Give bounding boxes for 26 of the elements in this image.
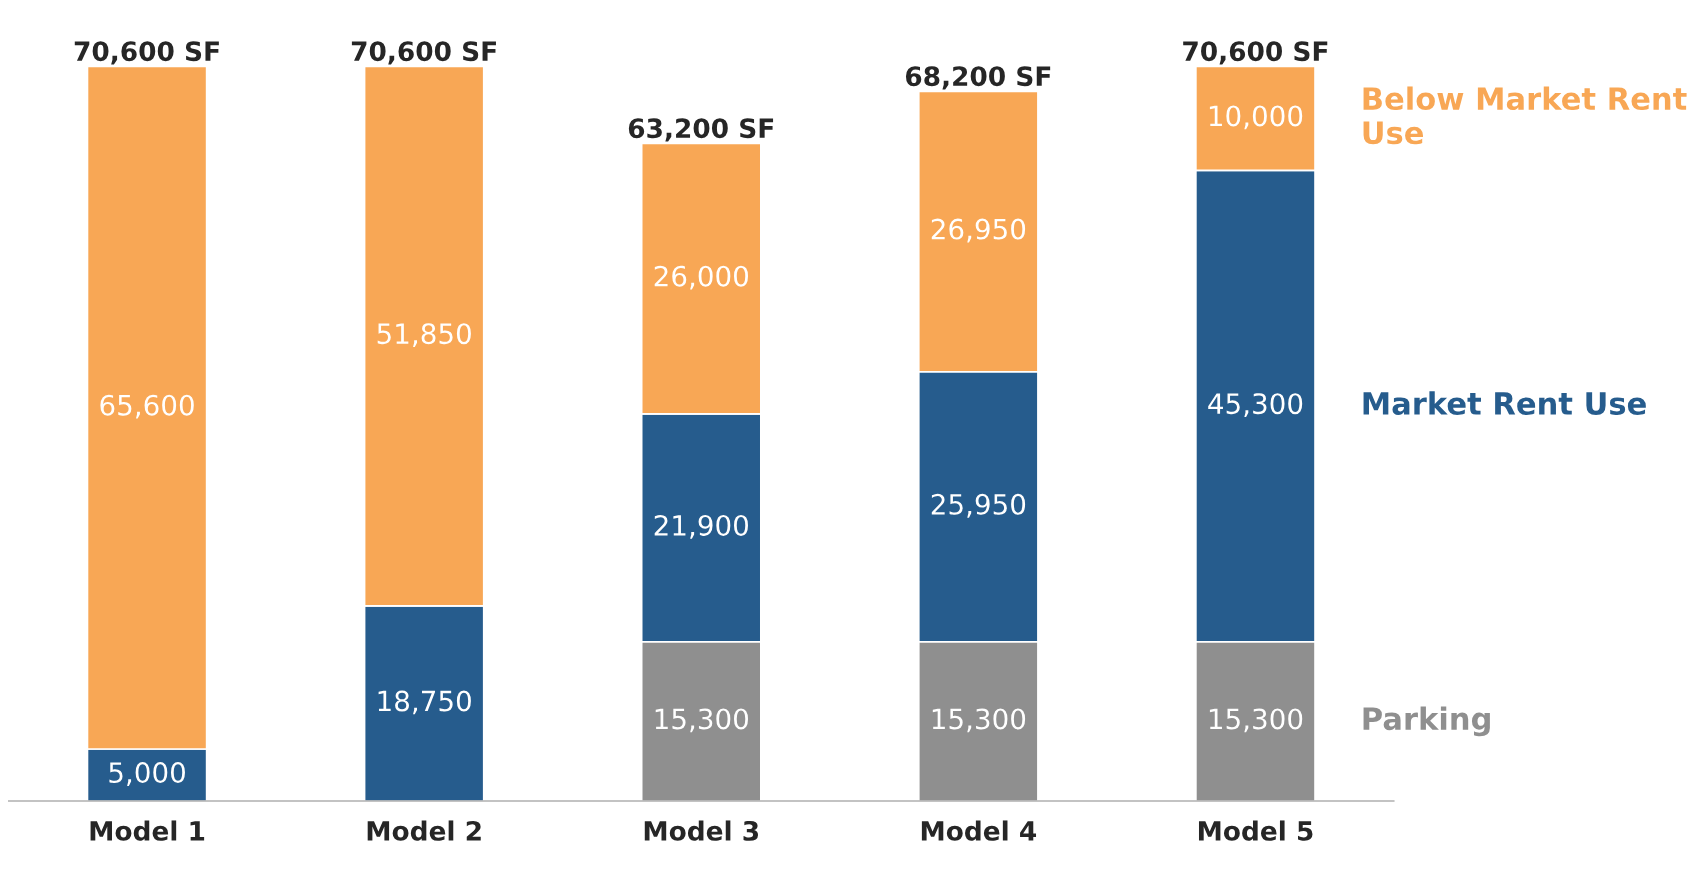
data-label: 65,600	[100, 394, 194, 419]
data-label: 10,000	[1209, 105, 1303, 130]
data-label: 51,850	[377, 323, 471, 347]
series-label: Below Market Rent Use	[1363, 86, 1687, 145]
x-tick-label: Model 2	[367, 820, 481, 841]
data-label: 45,300	[1208, 393, 1303, 417]
total-label: 70,600 SF	[74, 41, 219, 65]
data-label: 18,750	[378, 690, 471, 715]
total-label: 70,600 SF	[351, 41, 496, 65]
series-label: Market Rent Use	[1363, 391, 1646, 415]
x-tick-label: Model 5	[1198, 820, 1313, 841]
x-tick-label: Model 1	[90, 820, 205, 841]
total-label: 68,200 SF	[905, 66, 1051, 90]
data-label: 26,000	[654, 265, 748, 290]
total-label: 63,200 SF	[628, 118, 774, 142]
total-label: 70,600 SF	[1183, 41, 1328, 65]
data-label: 15,300	[655, 708, 748, 733]
x-tick-label: Model 4	[921, 820, 1037, 841]
data-label: 15,300	[1209, 708, 1303, 733]
data-label: 5,000	[109, 762, 185, 786]
data-label: 21,900	[654, 514, 748, 539]
series-label: Parking	[1363, 706, 1490, 737]
x-tick-label: Model 3	[644, 820, 759, 841]
data-label: 15,300	[932, 708, 1026, 733]
data-label: 26,950	[931, 218, 1026, 243]
data-label: 25,950	[931, 493, 1026, 518]
